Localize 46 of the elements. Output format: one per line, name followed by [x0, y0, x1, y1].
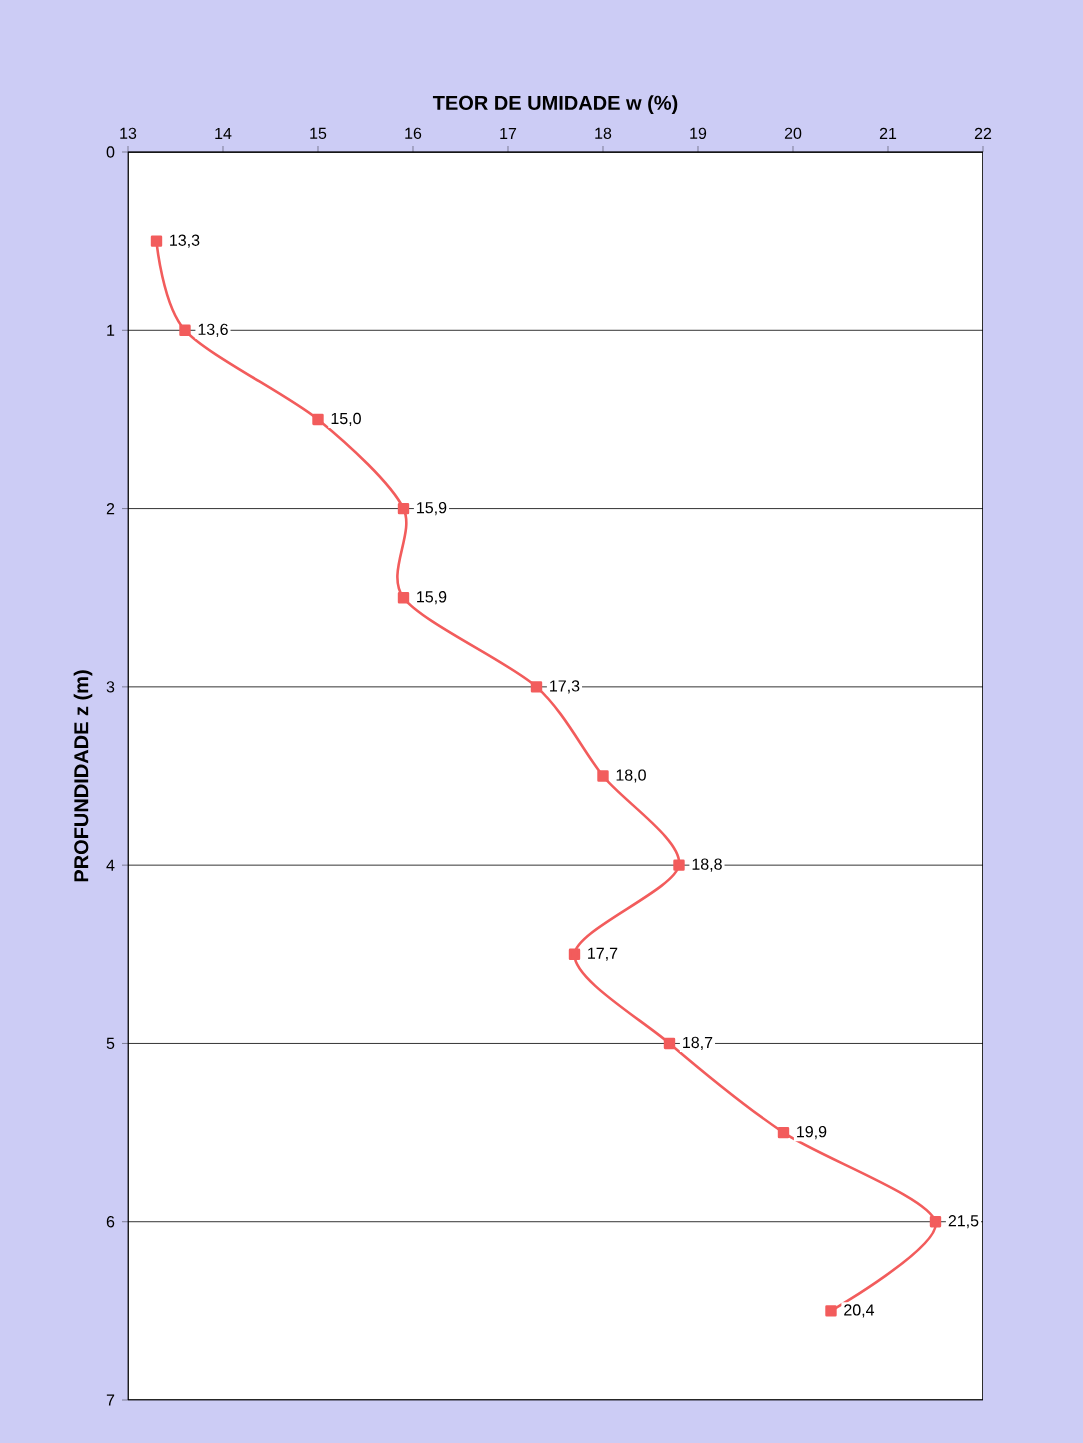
y-tick-label: 4 — [106, 859, 115, 871]
point — [597, 770, 609, 782]
x-tick-label: 22 — [974, 127, 992, 139]
y-tick-label: 1 — [107, 324, 115, 336]
y-tick-label: 0 — [106, 146, 115, 158]
annotation: 17,7 — [588, 947, 618, 961]
annotation: 19,9 — [797, 1125, 827, 1140]
point — [568, 948, 581, 960]
annotation: 13,3 — [170, 234, 200, 248]
annotation: 21,5 — [948, 1215, 979, 1229]
y-tick-label: 6 — [106, 1216, 115, 1228]
annotation: 18,8 — [692, 858, 722, 872]
x-tick-label: 18 — [595, 127, 612, 139]
point — [825, 1305, 837, 1317]
point — [663, 1037, 676, 1050]
point — [777, 1126, 790, 1139]
x-axis-title: TEOR DE UMIDADE w (%) — [432, 95, 678, 114]
x-tick-label: 21 — [879, 127, 897, 139]
point — [312, 413, 324, 426]
x-tick-label: 20 — [784, 127, 802, 139]
annotation: 18,7 — [683, 1036, 713, 1051]
point — [929, 1216, 942, 1228]
x-tick-label: 13 — [120, 127, 137, 139]
annotation: 15,9 — [417, 591, 447, 605]
x-tick-label: 19 — [690, 127, 707, 139]
point — [150, 235, 163, 247]
x-tick-label: 14 — [215, 127, 232, 139]
annotation: 18,0 — [616, 769, 646, 783]
annotation: 13,6 — [198, 323, 228, 337]
y-tick-label: 7 — [106, 1394, 115, 1406]
point — [397, 592, 410, 604]
x-tick-label: 17 — [500, 127, 517, 139]
point — [673, 859, 685, 871]
y-tick-label: 5 — [106, 1037, 115, 1050]
point — [397, 502, 410, 515]
y-tick-label: 3 — [106, 681, 115, 693]
x-tick-label: 16 — [405, 127, 422, 139]
y-tick-label: 2 — [106, 503, 115, 515]
point — [530, 681, 543, 693]
x-tick-label: 15 — [310, 127, 327, 139]
annotation: 15,9 — [417, 501, 447, 516]
annotation: 17,3 — [550, 680, 580, 694]
annotation: 20,4 — [844, 1304, 875, 1318]
annotation: 15,0 — [331, 412, 361, 427]
y-axis-title: PROFUNDIDADE z (m) — [73, 670, 93, 882]
point — [179, 324, 191, 336]
